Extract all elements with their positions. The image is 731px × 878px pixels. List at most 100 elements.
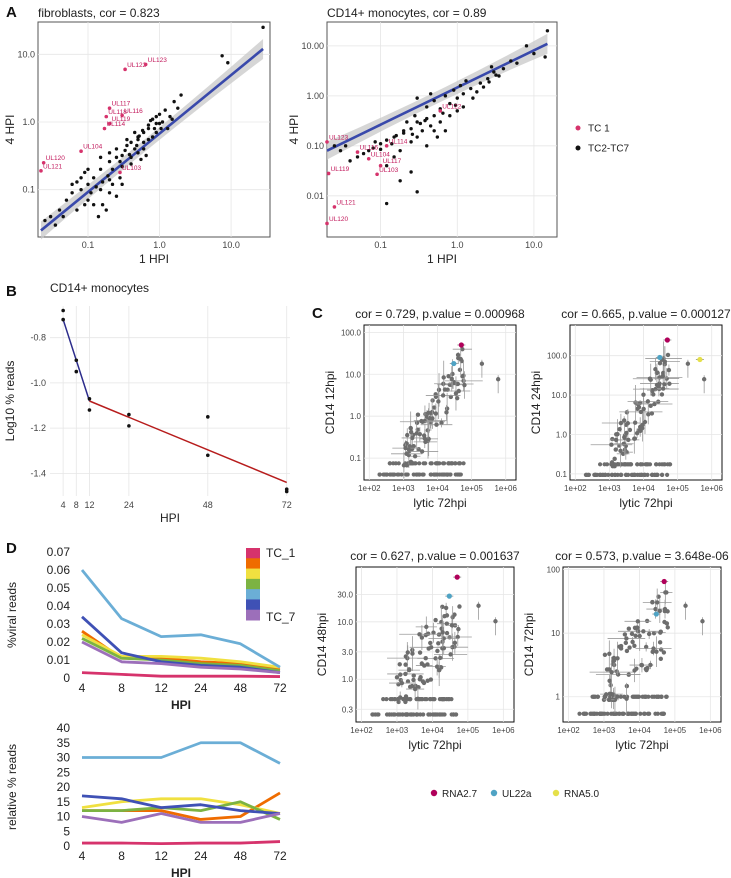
chart-c-24hpi: 1e+02 1e+03 1e+04 1e+05 1e+06 0.1 1.0 10.0 100.0…	[529, 307, 731, 510]
x-axis-label: HPI	[171, 866, 191, 878]
data-point	[384, 201, 389, 206]
data-point	[172, 99, 176, 104]
gene-point	[437, 667, 442, 673]
gene-point	[408, 425, 413, 431]
chart-a-monocytes: 0.1 1.0 10.0 0.01 0.10 1.00 10.00 UL122 UL123 UL1…	[287, 6, 558, 266]
x-tick-label: 1e+02	[358, 484, 381, 493]
gene-point	[422, 697, 428, 702]
x-tick-label: 8	[118, 849, 125, 863]
chart-title: CD14+ monocytes	[50, 281, 149, 295]
data-point	[100, 203, 105, 207]
gene-point	[657, 640, 663, 645]
gene-point	[629, 631, 635, 637]
gene-point	[627, 427, 633, 433]
gene-label: UL117	[112, 101, 131, 108]
gene-point	[646, 412, 651, 417]
gene-point	[590, 711, 595, 716]
x-tick-label: 1.0	[451, 240, 464, 250]
gene-point	[645, 399, 651, 404]
data-point	[378, 142, 383, 146]
data-point	[401, 129, 406, 133]
gene-point	[414, 420, 420, 425]
legend-marker	[575, 145, 581, 151]
gene-point	[440, 604, 445, 610]
gene-point	[626, 626, 632, 631]
gene-point	[450, 371, 455, 377]
gene-point	[398, 672, 403, 677]
gene-point	[668, 462, 673, 467]
gene-point	[617, 711, 622, 716]
gene-point	[597, 462, 603, 467]
gene-point	[610, 464, 615, 469]
gene-point	[586, 472, 592, 477]
data-point	[91, 176, 96, 180]
gene-point	[442, 712, 447, 717]
data-point	[415, 190, 419, 194]
x-tick-label: 24	[194, 849, 208, 863]
data-point	[114, 147, 119, 151]
data-point	[494, 73, 498, 77]
x-tick-label: 72	[273, 849, 287, 863]
gene-point	[639, 663, 645, 668]
data-point	[127, 152, 132, 157]
gene-point	[611, 711, 616, 716]
data-point	[87, 408, 92, 412]
data-point	[61, 214, 65, 219]
gene-point	[417, 461, 422, 466]
gene-point	[453, 472, 458, 477]
data-point	[48, 214, 53, 219]
data-point	[146, 123, 151, 127]
y-axis-label: CD14 48hpi	[315, 613, 329, 676]
y-tick-label: -1.2	[30, 423, 46, 433]
data-point	[141, 147, 146, 151]
gene-point	[663, 590, 668, 595]
chart-c-72hpi: 1e+02 1e+03 1e+04 1e+05 1e+06 1 10 100 cor = 0.5…	[522, 549, 729, 752]
y-tick-label: 0.10	[306, 141, 324, 151]
gene-point	[453, 391, 459, 396]
series-line-tc_5	[82, 741, 281, 765]
gene-point	[403, 699, 408, 705]
gene-point	[660, 711, 665, 716]
gene-point	[428, 640, 433, 646]
data-point	[118, 176, 122, 180]
data-point	[168, 114, 172, 119]
gene-point	[618, 694, 623, 699]
gene-point	[411, 712, 416, 717]
gene-point	[638, 711, 643, 716]
data-point	[114, 155, 119, 160]
data-point	[70, 191, 74, 195]
data-point	[157, 121, 162, 126]
gene-point	[650, 388, 655, 394]
gene-point	[624, 430, 629, 436]
gene-point	[419, 449, 425, 454]
data-point	[91, 203, 96, 207]
y-tick-label: 0.01	[47, 653, 71, 667]
gene-point	[456, 461, 461, 466]
plot-area	[355, 566, 515, 723]
panel-label-a: A	[6, 4, 17, 21]
data-point	[409, 170, 413, 174]
gene-point	[607, 678, 612, 683]
data-point	[348, 159, 352, 163]
gene-point	[604, 462, 610, 467]
gene-point	[403, 654, 409, 659]
data-point	[61, 308, 65, 313]
data-point	[43, 218, 47, 223]
y-tick-label: 10.0	[17, 49, 35, 59]
data-point	[75, 208, 79, 212]
x-tick-label: 4	[61, 500, 66, 510]
gene-point	[434, 664, 440, 669]
gene-point	[413, 461, 418, 466]
gene-point	[635, 462, 640, 467]
gene-point	[655, 370, 660, 375]
gene-point	[644, 462, 649, 467]
gene-point	[602, 652, 608, 657]
data-point	[487, 80, 491, 84]
gene-label: UL121	[43, 163, 63, 170]
gene-point	[637, 633, 642, 639]
gene-point	[656, 383, 662, 388]
x-tick-label: 1e+02	[564, 484, 587, 493]
legend-swatch	[246, 599, 260, 611]
gene-point	[608, 682, 613, 688]
gene-point	[607, 651, 612, 656]
